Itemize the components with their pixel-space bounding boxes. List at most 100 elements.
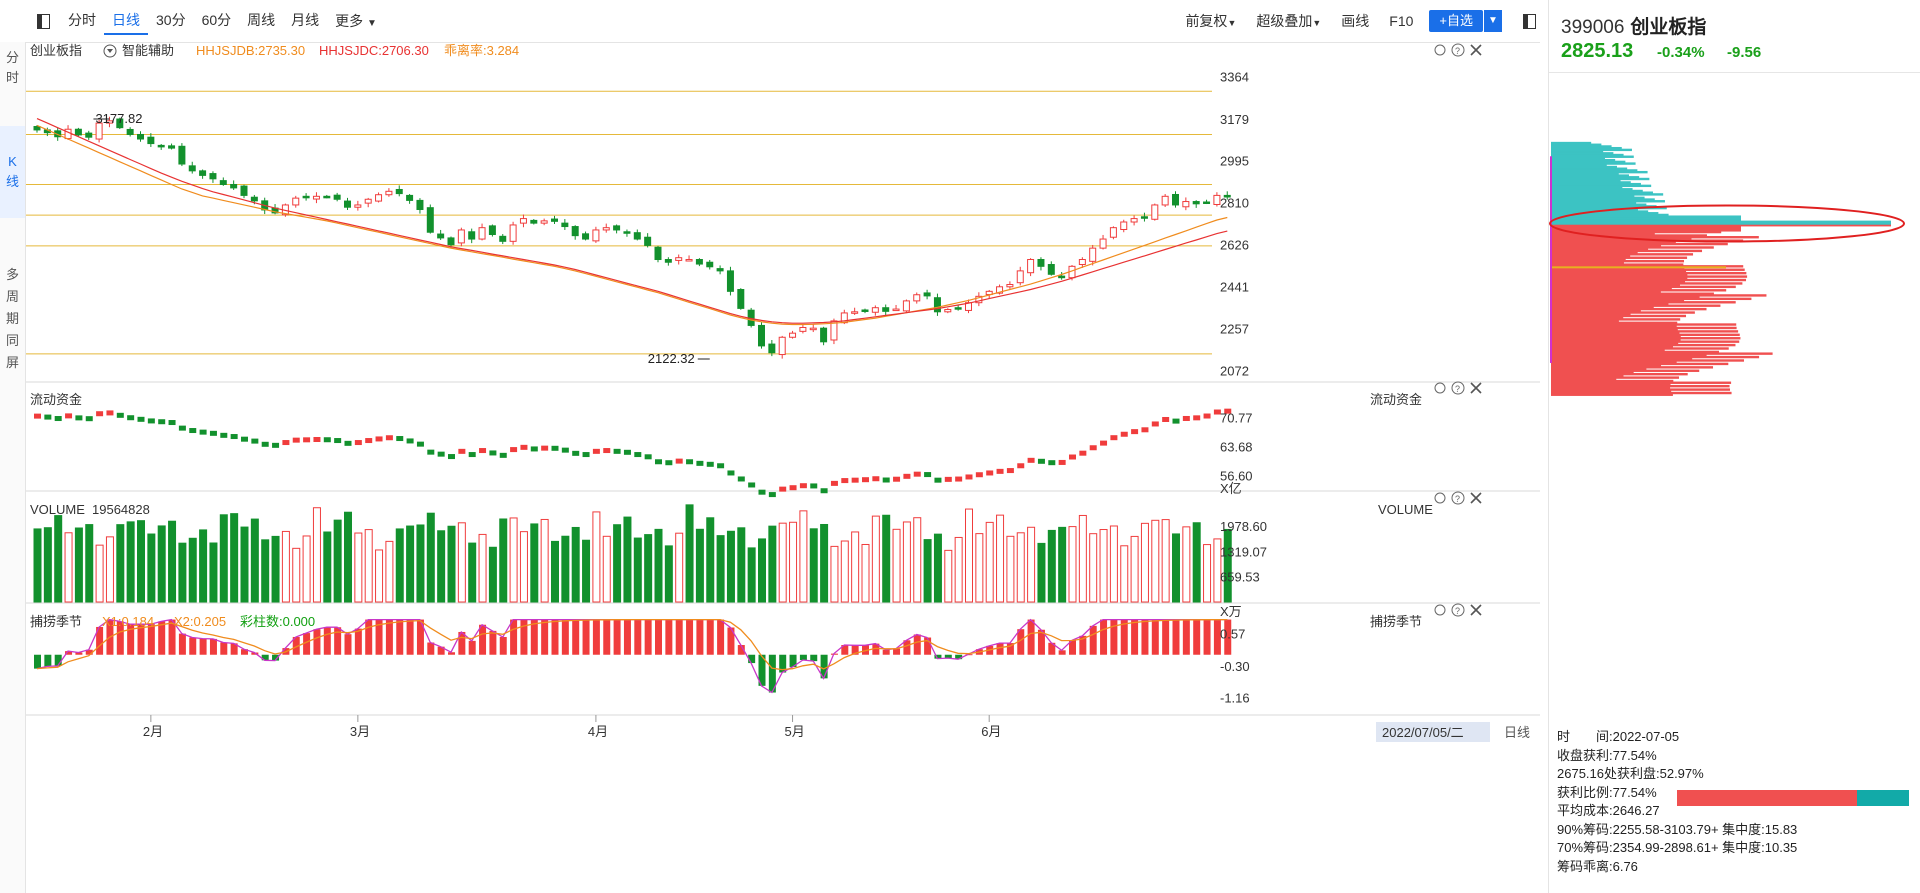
candle-body bbox=[219, 180, 227, 185]
liquidity-bar bbox=[282, 440, 290, 446]
liquidity-bar bbox=[675, 458, 683, 464]
liquidity-bar bbox=[779, 486, 787, 492]
left-panel-toggle[interactable] bbox=[32, 10, 54, 32]
candle-body bbox=[457, 229, 465, 244]
chip-bar bbox=[1551, 391, 1732, 395]
chip-bar bbox=[1551, 277, 1688, 280]
volume-tick-label: 1978.60 bbox=[1220, 519, 1267, 534]
chip-bar bbox=[1551, 362, 1729, 366]
tab-period-0[interactable]: 分时 bbox=[68, 12, 96, 28]
candle-body bbox=[954, 307, 962, 310]
candle-body bbox=[778, 336, 786, 356]
liquidity-bar bbox=[748, 482, 756, 488]
candle-body bbox=[1058, 275, 1066, 279]
season-x2: X2:0.205 bbox=[174, 614, 226, 629]
chip-bar bbox=[1551, 273, 1688, 277]
more-menu[interactable]: 更多 ▼ bbox=[327, 8, 385, 34]
volume-bar bbox=[1213, 538, 1222, 603]
chip-bar bbox=[1551, 155, 1634, 158]
candle-body bbox=[364, 198, 372, 204]
chip-bar bbox=[1551, 152, 1614, 155]
tab-period-1[interactable]: 日线 bbox=[104, 7, 148, 35]
season-count: 彩柱数:0.000 bbox=[240, 614, 315, 629]
panel-icon bbox=[1522, 13, 1536, 29]
price-tick-label: 2995 bbox=[1220, 154, 1249, 169]
volume-bar bbox=[1192, 522, 1201, 603]
season-bar bbox=[1131, 619, 1139, 655]
season-bar bbox=[1120, 619, 1128, 655]
sidebar-item-timeshare[interactable]: 分时 bbox=[5, 50, 19, 85]
draw-button[interactable]: 画线 bbox=[1341, 13, 1370, 29]
tab-period-2[interactable]: 30分 bbox=[156, 12, 186, 28]
chip-bar bbox=[1551, 160, 1626, 164]
liquidity-bar bbox=[572, 450, 580, 456]
volume-bar bbox=[1027, 526, 1036, 603]
tab-period-5[interactable]: 月线 bbox=[291, 12, 320, 28]
tab-period-3[interactable]: 60分 bbox=[201, 12, 232, 28]
f10-button[interactable]: F10 bbox=[1389, 13, 1414, 29]
season-bar bbox=[965, 654, 973, 656]
date-cursor-box bbox=[1376, 722, 1490, 742]
candle-body bbox=[406, 194, 414, 201]
candle-body bbox=[551, 218, 558, 222]
candle-body bbox=[188, 165, 196, 172]
volume-bar bbox=[644, 534, 653, 603]
candle-body bbox=[644, 236, 652, 246]
season-bar bbox=[147, 624, 155, 655]
volume-bar bbox=[747, 547, 756, 603]
candle-body bbox=[592, 229, 600, 242]
liquidity-bar bbox=[975, 472, 983, 478]
candle-body bbox=[85, 132, 93, 138]
liquidity-bar bbox=[1203, 413, 1211, 419]
right-panel-toggle[interactable] bbox=[1518, 10, 1540, 32]
candle-body bbox=[1172, 193, 1179, 206]
season-title-right: 捕捞季节 bbox=[1370, 614, 1422, 629]
last-price: 2825.13 bbox=[1561, 40, 1634, 62]
volume-bar bbox=[716, 535, 725, 603]
volume-bar bbox=[230, 513, 239, 603]
liquidity-bar bbox=[1110, 435, 1118, 441]
chip-bar bbox=[1551, 364, 1662, 367]
tab-period-4[interactable]: 周线 bbox=[247, 12, 276, 28]
season-bar bbox=[1017, 629, 1025, 655]
chip-bar bbox=[1551, 143, 1602, 146]
season-bar bbox=[199, 638, 207, 655]
volume-bar bbox=[540, 518, 549, 603]
volume-bar bbox=[871, 515, 880, 603]
chip-bar bbox=[1551, 331, 1680, 335]
volume-bar bbox=[1078, 514, 1087, 603]
volume-bar bbox=[406, 525, 415, 603]
overlay-label: 超级叠加 bbox=[1256, 13, 1313, 29]
legend-l2: HHJSJDC:2706.30 bbox=[319, 43, 429, 58]
overlay-dropdown[interactable]: 超级叠加▼ bbox=[1248, 11, 1329, 31]
date-label: 5月 bbox=[785, 724, 805, 739]
divider bbox=[1549, 72, 1920, 73]
volume-bar bbox=[250, 518, 259, 603]
liquidity-bar bbox=[106, 410, 114, 416]
candle-body bbox=[302, 195, 310, 199]
candle-body bbox=[478, 227, 486, 240]
season-bar bbox=[603, 619, 611, 655]
season-bar bbox=[178, 633, 186, 655]
add-watchlist-dropdown[interactable]: ▼ bbox=[1484, 10, 1502, 32]
candle-body bbox=[582, 233, 590, 240]
volume-bar bbox=[116, 524, 125, 603]
add-watchlist-button[interactable]: +自选 bbox=[1429, 10, 1483, 32]
volume-bar bbox=[74, 527, 83, 603]
chip-bar bbox=[1551, 337, 1741, 340]
candle-body bbox=[354, 204, 362, 208]
chip-bar bbox=[1551, 302, 1669, 306]
restore-rights-dropdown[interactable]: 前复权▼ bbox=[1177, 11, 1244, 31]
season-bar bbox=[1027, 619, 1035, 655]
volume-bar bbox=[1120, 545, 1129, 603]
legend-assist: 智能辅助 bbox=[122, 43, 174, 58]
season-bar bbox=[385, 619, 393, 655]
season-bar bbox=[903, 640, 911, 655]
sidebar-item-multi-period[interactable]: 多周期同屏 bbox=[5, 267, 19, 370]
volume-bar bbox=[737, 527, 746, 603]
season-bar bbox=[541, 619, 549, 655]
liquidity-bar bbox=[530, 446, 538, 452]
kline-chart[interactable]: 3364 3179 2995 2810 2626 2441 2257 2072 3177.82 2… bbox=[26, 42, 1540, 893]
liquidity-bar bbox=[251, 438, 259, 444]
